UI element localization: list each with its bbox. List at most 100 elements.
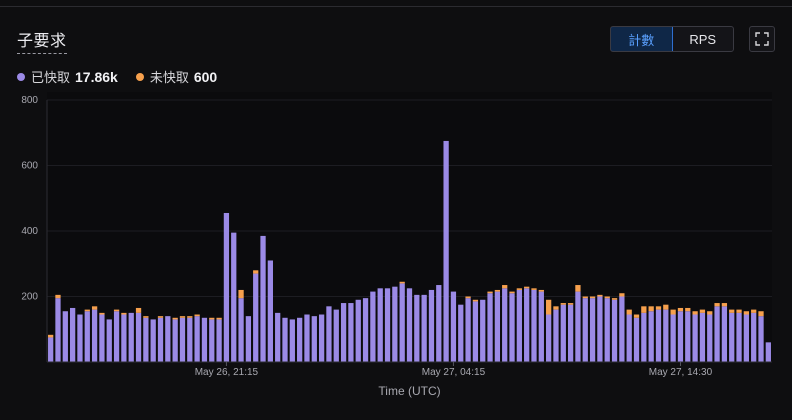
bar-unfetched — [487, 291, 493, 294]
bar-unfetched — [546, 299, 552, 315]
bar-unfetched — [685, 307, 691, 312]
bar-fetched — [567, 304, 574, 362]
bar-fetched — [472, 301, 479, 362]
bar-fetched — [245, 316, 252, 362]
panel-title[interactable]: 子要求 — [17, 27, 67, 54]
bar-fetched — [758, 316, 764, 362]
bar-fetched — [597, 296, 603, 362]
x-tick-label: May 26, 21:15 — [195, 367, 259, 378]
legend-item-unfetched[interactable]: 未快取 600 — [135, 67, 217, 86]
bar-fetched — [465, 298, 471, 362]
bar-unfetched — [589, 296, 596, 299]
bar-fetched — [699, 312, 706, 362]
metric-toggle: 計數 RPS — [610, 26, 734, 52]
bar-fetched — [194, 316, 200, 362]
bar-fetched — [677, 311, 684, 362]
bar-unfetched — [84, 309, 90, 312]
bar-fetched — [91, 309, 98, 362]
bar-unfetched — [655, 306, 662, 310]
bar-unfetched — [48, 334, 54, 338]
bar-fetched — [428, 289, 435, 362]
bar-unfetched — [560, 303, 566, 305]
bar-fetched — [582, 298, 588, 362]
bar-fetched — [289, 319, 295, 362]
bar-fetched — [377, 288, 383, 362]
bar-unfetched — [465, 296, 471, 299]
bar-unfetched — [707, 311, 713, 315]
bar-fetched — [392, 286, 398, 362]
bar-unfetched — [524, 286, 530, 289]
bar-fetched — [670, 314, 676, 362]
bar-fetched — [326, 306, 332, 362]
bar-unfetched — [633, 314, 640, 318]
bar-fetched — [172, 319, 178, 362]
bar-fetched — [231, 232, 237, 362]
x-tick-label: May 27, 04:15 — [422, 367, 486, 378]
bar-fetched — [692, 314, 698, 362]
bar-unfetched — [743, 311, 750, 315]
bar-unfetched — [758, 311, 764, 317]
bar-fetched — [99, 314, 105, 362]
bar-fetched — [69, 307, 76, 362]
bar-unfetched — [692, 311, 698, 315]
bar-fetched — [765, 342, 771, 362]
bar-fetched — [311, 316, 317, 362]
bar-fetched — [399, 283, 405, 362]
bar-fetched — [487, 293, 493, 362]
bar-fetched — [611, 299, 618, 362]
x-axis-title: Time (UTC) — [378, 384, 440, 398]
bar-fetched — [260, 235, 266, 362]
legend-dot-unfetched — [135, 72, 144, 81]
expand-button[interactable] — [749, 26, 775, 52]
bar-fetched — [502, 288, 508, 362]
bar-unfetched — [494, 289, 501, 292]
bar-unfetched — [209, 317, 215, 320]
bar-fetched — [729, 312, 735, 362]
bar-fetched — [150, 319, 156, 362]
bar-fetched — [546, 314, 552, 362]
bar-unfetched — [553, 306, 559, 310]
bar-fetched — [340, 303, 347, 362]
bar-fetched — [421, 294, 427, 362]
y-tick-label: 200 — [21, 292, 38, 303]
bar-fetched — [736, 312, 742, 362]
bar-fetched — [458, 304, 464, 362]
bar-unfetched — [472, 299, 479, 302]
bar-fetched — [714, 306, 720, 362]
bar-fetched — [655, 309, 662, 362]
bar-unfetched — [113, 309, 120, 312]
bar-unfetched — [729, 309, 735, 313]
bar-unfetched — [238, 289, 244, 299]
bar-fetched — [370, 291, 376, 362]
bar-fetched — [619, 296, 625, 362]
legend-label-fetched: 已快取 — [31, 70, 71, 85]
bar-fetched — [538, 291, 544, 362]
bar-fetched — [751, 312, 757, 362]
bar-fetched — [626, 314, 632, 362]
bar-fetched — [494, 291, 501, 362]
bar-fetched — [187, 317, 193, 362]
bar-fetched — [663, 309, 669, 362]
bar-unfetched — [91, 306, 98, 310]
bar-unfetched — [253, 270, 259, 274]
bar-unfetched — [157, 316, 164, 318]
bar-unfetched — [172, 317, 178, 320]
bar-fetched — [304, 314, 310, 362]
bar-unfetched — [143, 316, 149, 318]
bar-unfetched — [663, 304, 669, 310]
bar-fetched — [531, 289, 537, 362]
count-toggle-button[interactable]: 計數 — [611, 27, 673, 51]
bar-unfetched — [604, 296, 610, 299]
legend-item-fetched[interactable]: 已快取 17.86k — [17, 67, 118, 86]
bar-unfetched — [502, 285, 508, 289]
bar-unfetched — [194, 314, 200, 317]
bar-fetched — [633, 317, 640, 362]
bar-unfetched — [216, 317, 222, 320]
bar-unfetched — [714, 303, 720, 307]
bar-fetched — [282, 317, 288, 362]
rps-toggle-button[interactable]: RPS — [689, 31, 717, 47]
bar-fetched — [48, 337, 54, 362]
bar-unfetched — [575, 285, 581, 292]
bar-fetched — [362, 298, 369, 362]
bar-unfetched — [641, 306, 647, 313]
